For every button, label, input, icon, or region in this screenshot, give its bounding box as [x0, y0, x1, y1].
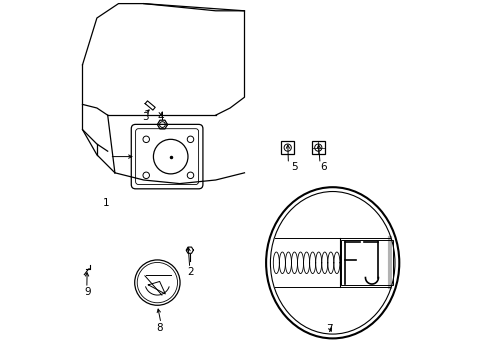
- Text: 8: 8: [156, 323, 163, 333]
- Bar: [340, 240, 392, 285]
- Bar: [281, 141, 294, 154]
- Text: 7: 7: [325, 324, 332, 334]
- Text: 4: 4: [157, 112, 164, 122]
- Text: 5: 5: [290, 162, 297, 172]
- Text: 2: 2: [187, 267, 193, 277]
- Bar: [311, 141, 324, 154]
- Text: 6: 6: [320, 162, 326, 172]
- Text: 1: 1: [102, 198, 109, 208]
- Text: 3: 3: [142, 112, 148, 122]
- Text: 9: 9: [84, 287, 91, 297]
